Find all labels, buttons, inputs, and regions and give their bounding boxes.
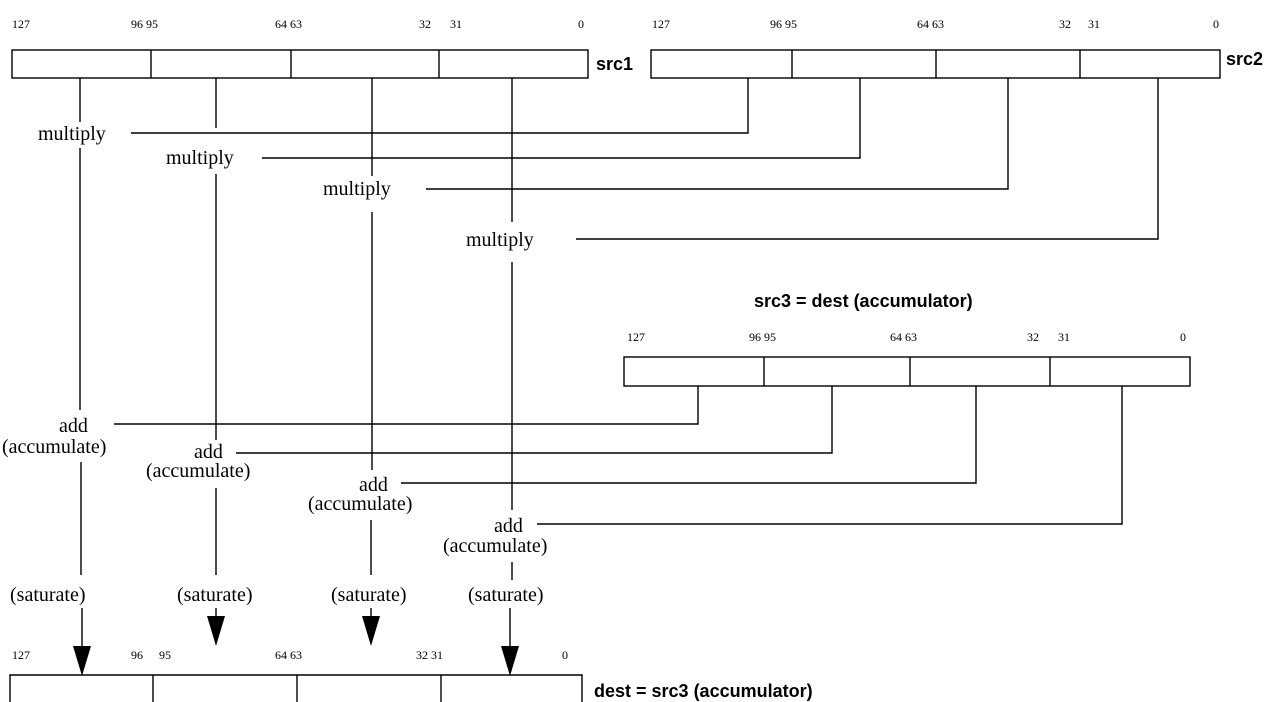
dest-box xyxy=(9,674,583,702)
src3-lane-line xyxy=(236,386,833,454)
accumulate-label: (accumulate) xyxy=(2,436,106,458)
src2-tick-31: 31 xyxy=(1088,17,1100,31)
src1-tick-31: 31 xyxy=(450,17,462,31)
src2-lane-line xyxy=(576,78,1159,240)
dest-tick-95: 95 xyxy=(159,648,171,662)
src1-tick-0: 0 xyxy=(578,17,584,31)
dest-tick-127: 127 xyxy=(12,648,30,662)
src1-tick-32: 32 xyxy=(419,17,431,31)
multiply-label: multiply xyxy=(466,229,534,251)
src2-lane-line xyxy=(426,78,1009,190)
src2-tick-0: 0 xyxy=(1213,17,1219,31)
saturate-label: (saturate) xyxy=(468,584,544,606)
src1-tick-96-95: 96 95 xyxy=(131,17,158,31)
src2-tick-96-95: 96 95 xyxy=(770,17,797,31)
src1-label: src1 xyxy=(596,54,633,74)
src3-tick-31: 31 xyxy=(1058,330,1070,344)
src1-box xyxy=(11,49,589,79)
src3-register: src3 = dest (accumulator) 127 96 95 64 6… xyxy=(623,291,1191,387)
src3-tick-32: 32 xyxy=(1027,330,1039,344)
src2-tick-64-63: 64 63 xyxy=(917,17,944,31)
src3-lane-line xyxy=(537,386,1123,525)
dest-register: 127 96 95 64 63 32 31 0 dest = src3 (acc… xyxy=(9,648,813,702)
src2-tick-127: 127 xyxy=(652,17,670,31)
src3-tick-96-95: 96 95 xyxy=(749,330,776,344)
accumulate-stage: add (accumulate) add (accumulate) add (a… xyxy=(2,386,1123,580)
dest-label: dest = src3 (accumulator) xyxy=(594,681,813,701)
src2-lane-line xyxy=(131,78,749,134)
accumulate-label: (accumulate) xyxy=(308,493,412,515)
add-label: add xyxy=(194,441,223,463)
multiply-label: multiply xyxy=(166,147,234,169)
saturate-stage: (saturate) (saturate) (saturate) (satura… xyxy=(10,584,544,676)
src3-tick-127: 127 xyxy=(627,330,645,344)
src2-lane-line xyxy=(262,78,861,159)
src3-box xyxy=(623,356,1191,387)
accumulate-label: (accumulate) xyxy=(146,460,250,482)
src1-register: 127 96 95 64 63 32 31 0 src1 xyxy=(11,17,633,79)
src2-tick-32: 32 xyxy=(1059,17,1071,31)
saturate-label: (saturate) xyxy=(10,584,86,606)
src1-tick-64-63: 64 63 xyxy=(275,17,302,31)
saturate-label: (saturate) xyxy=(331,584,407,606)
multiply-stage: multiply multiply multiply multiply xyxy=(38,78,1159,510)
dest-tick-64-63: 64 63 xyxy=(275,648,302,662)
dest-tick-32-31: 32 31 xyxy=(416,648,443,662)
src3-lane-line xyxy=(401,386,977,484)
src2-label: src2 xyxy=(1226,49,1263,69)
add-label: add xyxy=(494,515,523,537)
multiply-label: multiply xyxy=(323,178,391,200)
src3-tick-0: 0 xyxy=(1180,330,1186,344)
down-arrow-icon xyxy=(362,616,380,646)
down-arrow-icon xyxy=(501,646,519,676)
add-label: add xyxy=(59,415,88,437)
src3-lane-line xyxy=(114,386,699,425)
src3-tick-64-63: 64 63 xyxy=(890,330,917,344)
dest-tick-0: 0 xyxy=(562,648,568,662)
multiply-label: multiply xyxy=(38,123,106,145)
src1-tick-127: 127 xyxy=(12,17,30,31)
src3-title: src3 = dest (accumulator) xyxy=(754,291,973,311)
dest-tick-96: 96 xyxy=(131,648,143,662)
add-label: add xyxy=(359,474,388,496)
accumulate-label: (accumulate) xyxy=(443,535,547,557)
down-arrow-icon xyxy=(73,646,91,676)
src2-register: 127 96 95 64 63 32 31 0 src2 xyxy=(650,17,1263,79)
down-arrow-icon xyxy=(207,616,225,646)
saturate-label: (saturate) xyxy=(177,584,253,606)
